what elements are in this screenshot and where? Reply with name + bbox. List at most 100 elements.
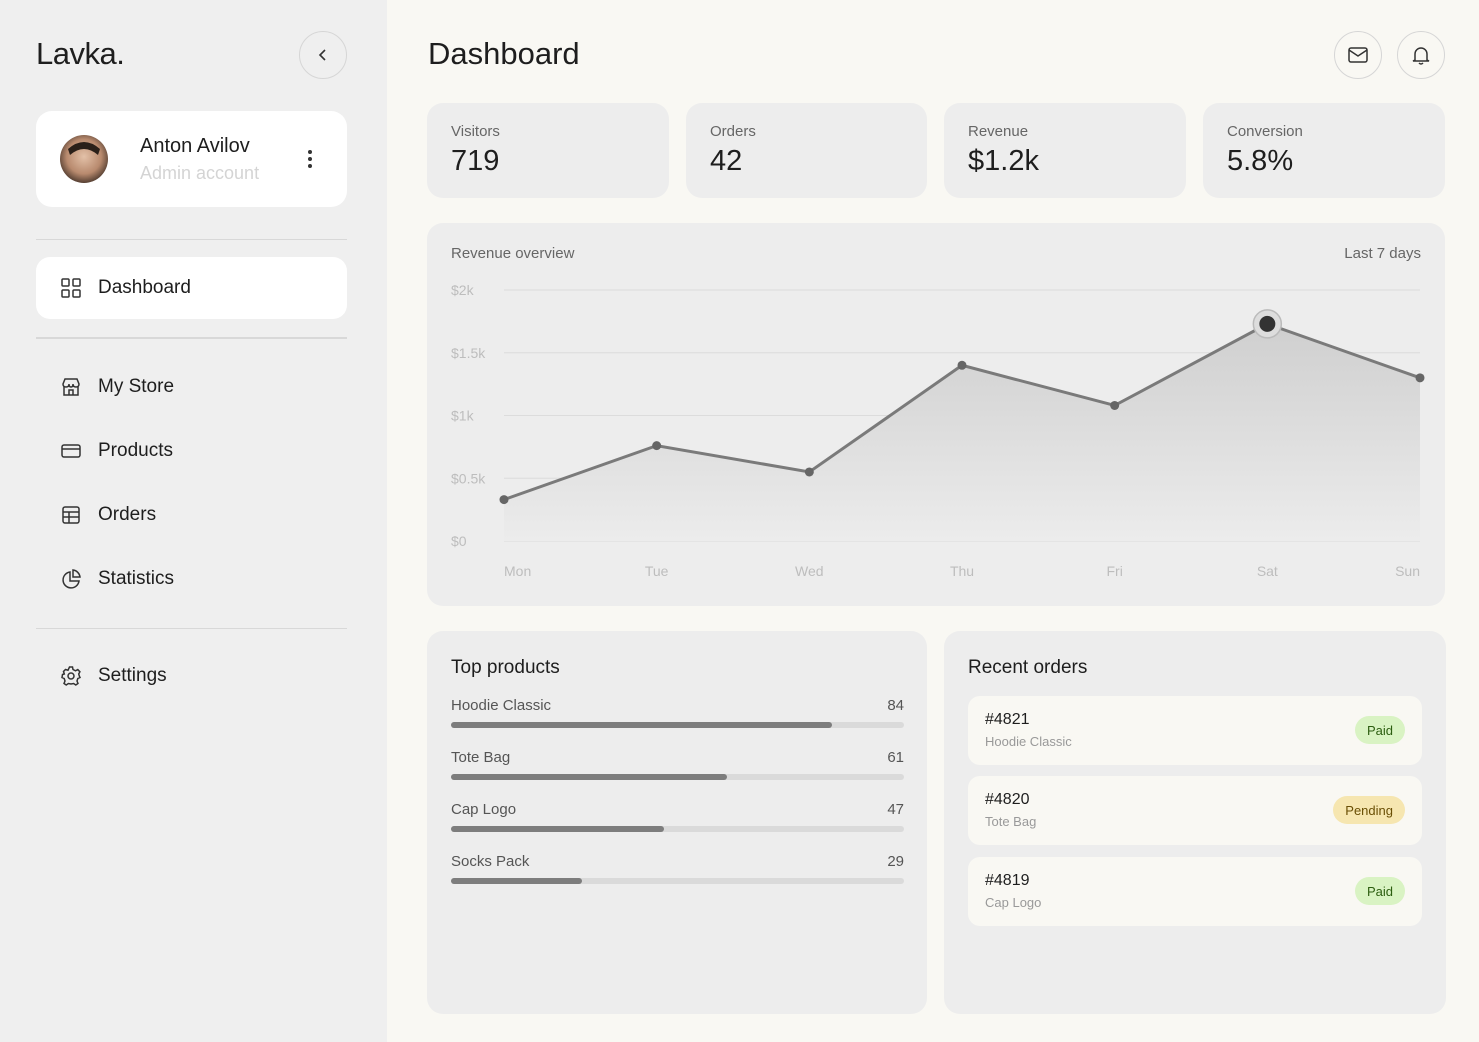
bell-icon (1412, 47, 1430, 65)
x-tick-label: Tue (645, 563, 669, 579)
card-title: Recent orders (968, 657, 1088, 678)
nav-item[interactable]: Dashboard (36, 257, 347, 319)
point (804, 467, 814, 477)
product-row: Hoodie Classic 84 (451, 697, 904, 728)
user-name: Anton Avilov (140, 135, 250, 157)
nav-label: Products (98, 440, 173, 461)
divider (36, 239, 347, 240)
chevron-icon (318, 49, 326, 61)
nav-item[interactable]: Statistics (36, 548, 347, 610)
stat-card: Visitors 719 (427, 103, 669, 198)
card-icon (61, 444, 81, 458)
x-tick-label: Sat (1257, 563, 1278, 579)
progress-track (451, 878, 904, 884)
x-tick-label: Wed (795, 563, 824, 579)
user-card[interactable]: Anton Avilov Admin account (36, 111, 347, 207)
order-id: #4819 (985, 872, 1030, 889)
point (957, 360, 967, 370)
collapse-button[interactable] (299, 31, 347, 79)
chart-title: Revenue overview (451, 245, 575, 262)
sidebar: Lavka. Anton Avilov Admin account Dashbo… (0, 0, 387, 1042)
stat-label: Visitors (451, 123, 500, 140)
product-name: Tote Bag (451, 749, 511, 766)
page-title: Dashboard (428, 36, 580, 71)
order-product: Cap Logo (985, 895, 1042, 910)
nav-label: Dashboard (98, 277, 191, 298)
progress-track (451, 826, 904, 832)
pie-icon (62, 569, 81, 589)
order-product: Hoodie Classic (985, 734, 1072, 749)
order-row[interactable]: #4821 Hoodie Classic Paid (968, 696, 1422, 765)
stat-card: Conversion 5.8% (1203, 103, 1445, 198)
product-row: Cap Logo 47 (451, 801, 904, 832)
nav-label: Settings (98, 665, 167, 686)
card-title: Top products (451, 657, 560, 678)
chart-subtitle: Last 7 days (1344, 245, 1421, 262)
progress-track (451, 722, 904, 728)
nav-item[interactable]: My Store (36, 356, 347, 418)
stat-label: Conversion (1227, 123, 1303, 140)
user-role: Admin account (140, 163, 260, 183)
product-name: Socks Pack (451, 853, 530, 870)
order-row[interactable]: #4820 Tote Bag Pending (968, 776, 1422, 845)
x-tick-label: Thu (950, 563, 974, 579)
point (499, 495, 509, 505)
nav-label: Statistics (98, 568, 175, 589)
notifications-button[interactable] (1397, 31, 1445, 79)
progress-bar (451, 722, 832, 728)
x-tick-label: Sun (1395, 563, 1420, 579)
mail-button[interactable] (1334, 31, 1382, 79)
product-row: Socks Pack 29 (451, 853, 904, 884)
progress-track (451, 774, 904, 780)
order-product: Tote Bag (985, 814, 1037, 829)
stat-value: 5.8% (1227, 145, 1294, 177)
table-icon (62, 506, 80, 524)
order-id: #4820 (985, 791, 1030, 808)
product-name: Cap Logo (451, 801, 517, 818)
gear-icon (61, 666, 82, 686)
divider (36, 337, 347, 339)
product-name: Hoodie Classic (451, 697, 552, 714)
brand: Lavka. (36, 36, 125, 71)
status-badge: Paid (1354, 716, 1405, 744)
point (1110, 400, 1120, 410)
area (504, 323, 1420, 541)
product-count: 47 (887, 801, 904, 818)
x-tick-label: Fri (1107, 563, 1123, 579)
point (1259, 315, 1276, 332)
stat-label: Revenue (968, 123, 1029, 140)
order-row[interactable]: #4819 Cap Logo Paid (968, 857, 1422, 926)
stat-card: Orders 42 (686, 103, 927, 198)
revenue-chart: Revenue overview Last 7 days $0 $0.5k $1k $… (427, 223, 1445, 606)
y-tick-label: $1.5k (451, 345, 486, 361)
order-id: #4821 (985, 711, 1030, 728)
stat-value: 42 (710, 145, 743, 177)
y-tick-label: $2k (451, 282, 475, 298)
product-count: 61 (887, 749, 904, 766)
grid-icon (61, 278, 81, 298)
progress-bar (451, 774, 728, 780)
nav-label: Orders (98, 504, 157, 525)
stat-card: Revenue $1.2k (944, 103, 1186, 198)
y-tick-label: $0 (451, 533, 467, 549)
product-count: 29 (887, 853, 904, 870)
nav-item[interactable]: Settings (36, 645, 347, 707)
product-count: 84 (887, 697, 904, 714)
nav-item[interactable]: Orders (36, 484, 347, 546)
recent-orders-card: Recent orders #4821 Hoodie Classic Paid … (944, 631, 1446, 1014)
point (652, 441, 662, 451)
more-icon[interactable] (306, 149, 314, 171)
store-icon (62, 378, 80, 396)
avatar (60, 135, 108, 183)
status-badge: Paid (1354, 877, 1405, 905)
stat-label: Orders (710, 123, 756, 140)
top-products-card: Top products Hoodie Classic 84 Tote Bag 61 C… (427, 631, 927, 1014)
point (1415, 373, 1425, 383)
nav-item[interactable]: Products (36, 420, 347, 482)
status-badge: Pending (1333, 796, 1405, 824)
progress-bar (451, 826, 664, 832)
y-tick-label: $0.5k (451, 470, 486, 486)
stat-value: $1.2k (968, 145, 1039, 177)
